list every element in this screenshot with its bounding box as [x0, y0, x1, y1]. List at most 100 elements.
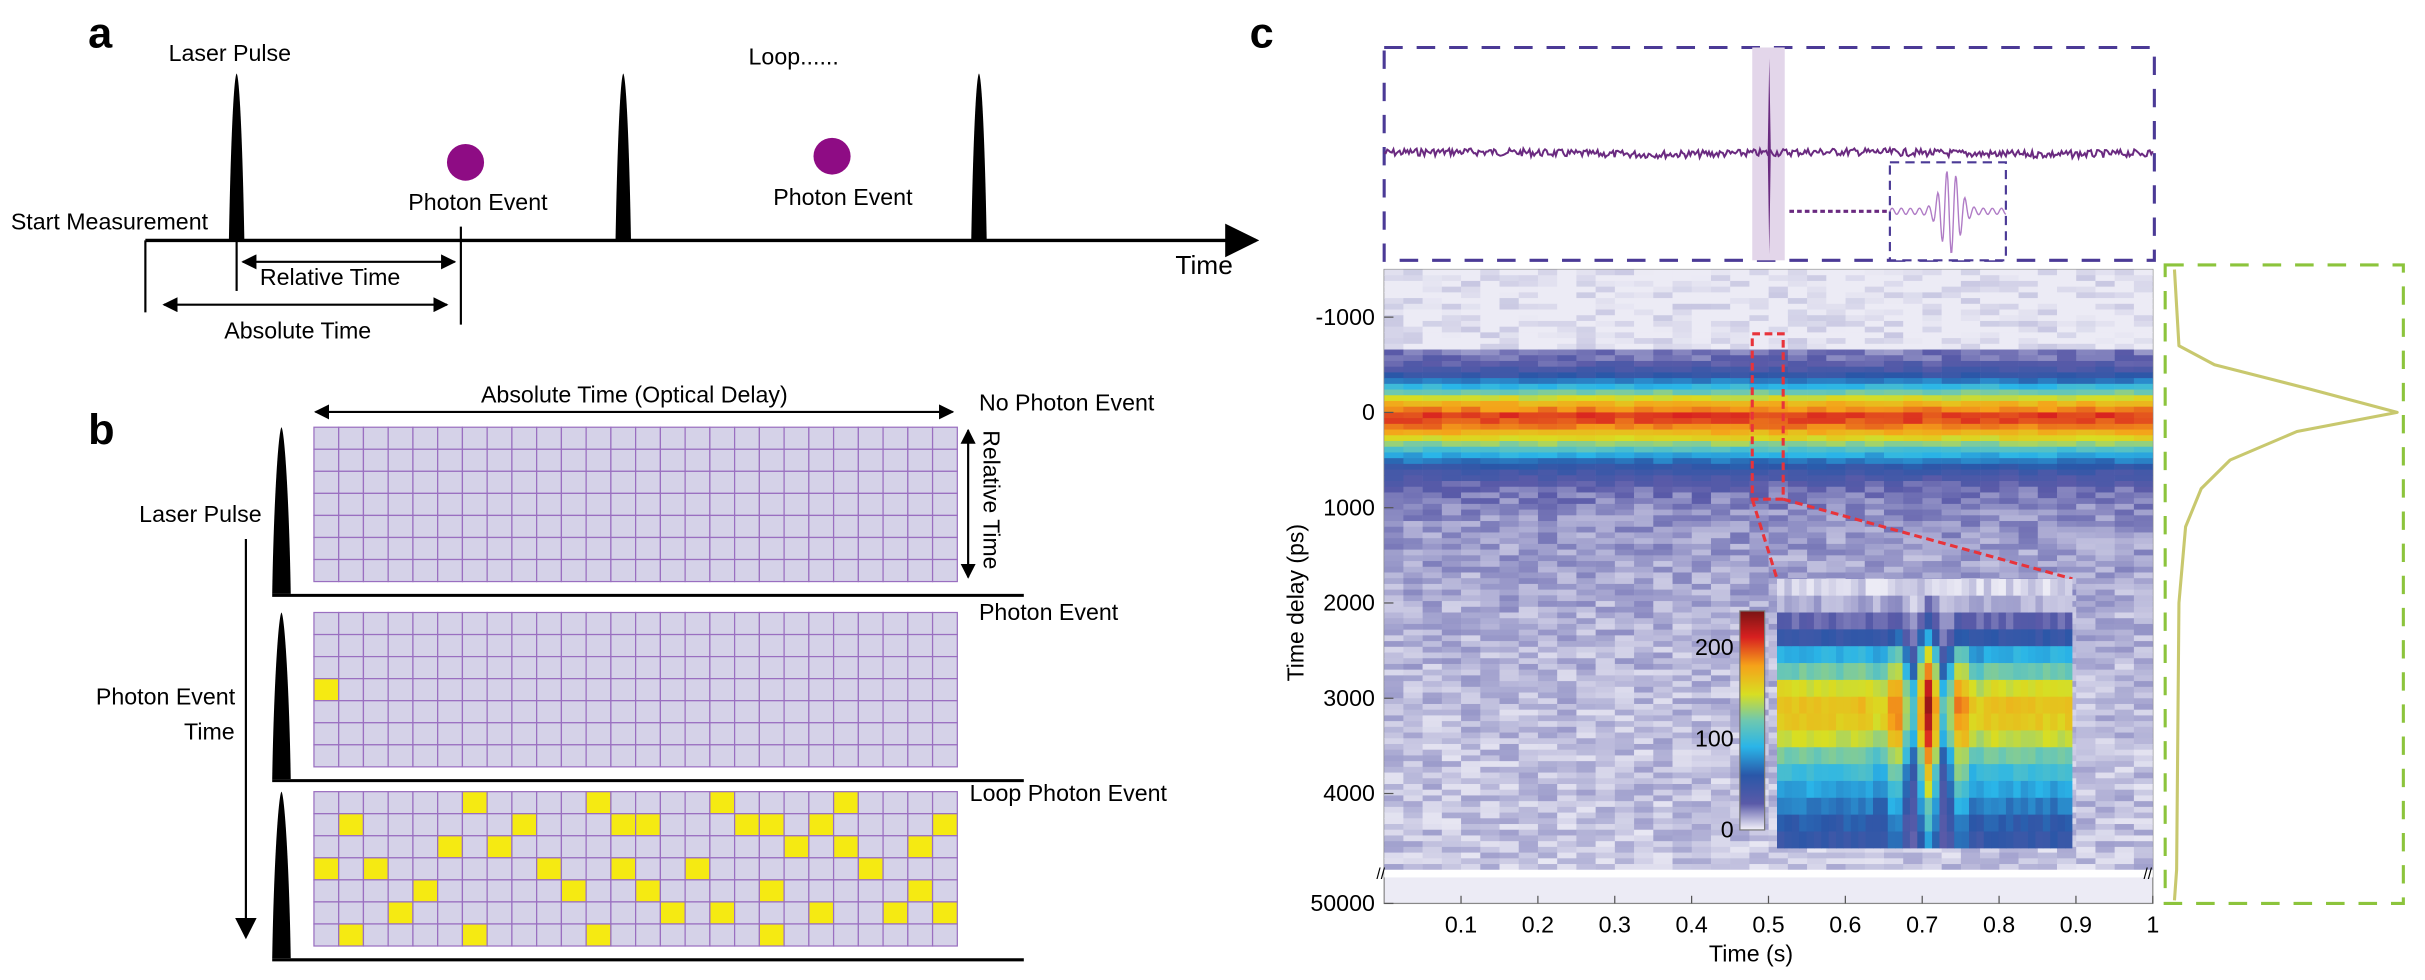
heatmap-cell	[1807, 280, 1827, 288]
heatmap-cell	[1403, 715, 1423, 722]
heatmap-cell	[1441, 355, 1462, 362]
heatmap-cell	[1441, 698, 1462, 705]
heatmap-cell	[1941, 486, 1962, 494]
heatmap-cell	[1403, 360, 1423, 368]
heatmap-cell	[2056, 532, 2077, 539]
heatmap-cell	[1499, 441, 1519, 448]
heatmap-cell	[1960, 543, 1981, 551]
heatmap-cell	[1518, 463, 1539, 471]
heatmap-cell	[1422, 829, 1443, 837]
heatmap-cell	[1480, 618, 1500, 625]
heatmap-cell	[1576, 601, 1596, 608]
heatmap-cell	[1595, 475, 1616, 482]
heatmap-cell	[1557, 675, 1577, 682]
empty-cell	[733, 514, 760, 539]
heatmap-cell	[2076, 486, 2096, 494]
heatmap-cell	[1710, 623, 1731, 631]
heatmap-cell	[1499, 503, 1519, 511]
heatmap-cell	[1980, 515, 2000, 522]
heatmap-cell	[1922, 292, 1942, 299]
heatmap-cell	[1557, 829, 1577, 837]
heatmap-cell	[1807, 366, 1827, 374]
heatmap-cell	[1883, 572, 1904, 579]
photon-event-cell	[461, 923, 488, 947]
heatmap-cell	[1980, 309, 2000, 316]
heatmap-cell	[2056, 509, 2077, 516]
heatmap-cell	[1691, 789, 1712, 797]
empty-cell	[783, 536, 810, 561]
inset-cell	[1828, 780, 1837, 799]
empty-cell	[709, 700, 736, 724]
heatmap-cell	[1480, 795, 1500, 802]
heatmap-cell	[2056, 303, 2077, 311]
heatmap-cell	[1980, 441, 2000, 448]
heatmap-cell	[1960, 378, 1981, 385]
heatmap-cell	[1537, 526, 1558, 534]
empty-cell	[882, 611, 909, 636]
heatmap-cell	[1518, 521, 1539, 528]
heatmap-cell	[1960, 298, 1981, 305]
heatmap-cell	[2095, 864, 2115, 871]
heatmap-cell	[1903, 492, 1923, 499]
heatmap-cell	[1749, 338, 1769, 345]
heatmap-cell	[1480, 772, 1500, 779]
empty-cell	[635, 857, 661, 881]
heatmap-cell	[2133, 772, 2153, 779]
heatmap-cell	[1595, 795, 1616, 802]
empty-cell	[659, 655, 686, 680]
heatmap-cell	[1614, 818, 1635, 825]
heatmap-cell	[1845, 549, 1866, 556]
inset-cell	[1828, 679, 1837, 698]
heatmap-cell	[1653, 532, 1673, 539]
empty-cell	[362, 879, 389, 903]
heatmap-cell	[1903, 338, 1923, 345]
heatmap-cell	[1960, 555, 1981, 562]
heatmap-cell	[1576, 469, 1596, 476]
heatmap-cell	[1614, 412, 1635, 419]
heatmap-cell	[1787, 486, 1808, 494]
heatmap-cell	[2018, 572, 2039, 579]
heatmap-cell	[1384, 784, 1404, 791]
heatmap-cell	[1787, 515, 1808, 522]
heatmap-cell	[1595, 698, 1616, 705]
heatmap-cell	[1461, 755, 1481, 762]
heatmap-cell	[1653, 326, 1673, 333]
heatmap-cell	[2018, 366, 2039, 374]
heatmap-cell	[1691, 538, 1712, 545]
heatmap-cell	[1653, 355, 1673, 362]
heatmap-cell	[1557, 721, 1577, 728]
heatmap-cell	[1422, 503, 1443, 511]
heatmap-cell	[1730, 463, 1750, 471]
heatmap-cell	[1384, 852, 1404, 859]
heatmap-cell	[1903, 360, 1923, 368]
heatmap-cell	[1730, 555, 1750, 562]
heatmap-cell	[1807, 503, 1827, 511]
heatmap-cell	[1980, 532, 2000, 539]
photon-event-cell	[758, 879, 785, 903]
empty-cell	[511, 611, 538, 636]
heatmap-cell	[1922, 864, 1942, 871]
empty-cell	[832, 857, 859, 881]
heatmap-cell	[1441, 772, 1462, 779]
heatmap-cell	[1461, 703, 1481, 711]
heatmap-cell	[1787, 526, 1808, 534]
heatmap-cell	[1518, 538, 1539, 545]
heatmap-cell	[1518, 315, 1539, 322]
heatmap-cell	[2095, 778, 2115, 785]
heatmap-cell	[1576, 429, 1596, 436]
heatmap-cell	[1595, 818, 1616, 825]
heatmap-cell	[1518, 755, 1539, 762]
heatmap-cell	[1384, 498, 1404, 505]
heatmap-cell	[1883, 532, 1904, 539]
heatmap-cell	[2056, 338, 2077, 345]
empty-cell	[758, 857, 785, 881]
heatmap-cell	[1672, 566, 1693, 574]
heatmap-cell	[1980, 521, 2000, 528]
heatmap-cell	[1614, 829, 1635, 837]
heatmap-cell	[1441, 709, 1462, 717]
heatmap-cell	[1710, 532, 1731, 539]
heatmap-cell	[2133, 338, 2153, 345]
heatmap-cell	[1461, 663, 1481, 671]
heatmap-cell	[1903, 400, 1923, 408]
